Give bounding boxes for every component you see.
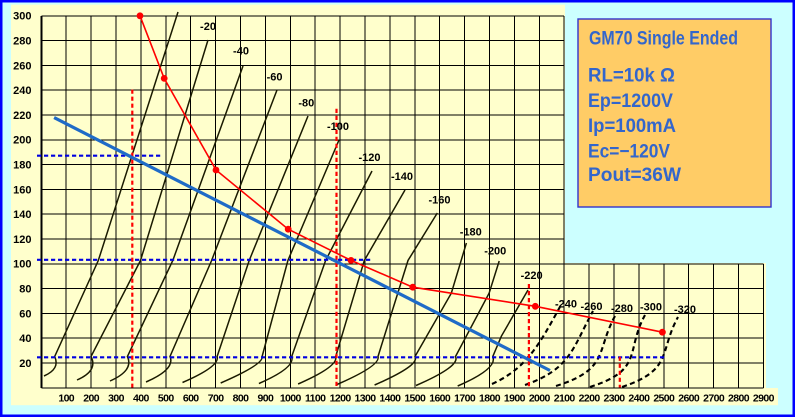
svg-text:200: 200	[83, 392, 99, 404]
svg-text:-20: -20	[200, 21, 216, 33]
svg-text:-240: -240	[555, 298, 577, 310]
svg-text:-220: -220	[521, 270, 543, 282]
svg-text:1500: 1500	[404, 392, 426, 404]
svg-text:RL=10k Ω: RL=10k Ω	[588, 66, 675, 87]
svg-text:80: 80	[19, 284, 31, 296]
svg-text:-100: -100	[327, 121, 349, 133]
svg-text:700: 700	[208, 392, 224, 404]
svg-text:600: 600	[183, 392, 199, 404]
svg-text:-320: -320	[674, 304, 696, 316]
svg-text:-120: -120	[358, 152, 380, 164]
svg-text:Ip=100mA: Ip=100mA	[588, 116, 676, 137]
svg-text:1400: 1400	[379, 392, 401, 404]
svg-text:Pout=36W: Pout=36W	[588, 165, 681, 186]
svg-text:-160: -160	[428, 195, 450, 207]
svg-text:-300: -300	[640, 301, 662, 313]
svg-text:1200: 1200	[330, 392, 352, 404]
svg-text:-180: -180	[460, 226, 482, 238]
svg-text:1700: 1700	[454, 392, 476, 404]
svg-text:1900: 1900	[504, 392, 526, 404]
svg-text:2800: 2800	[728, 392, 750, 404]
svg-text:200: 200	[13, 135, 31, 147]
svg-text:220: 220	[13, 110, 31, 122]
svg-text:900: 900	[258, 392, 274, 404]
svg-text:20: 20	[19, 358, 31, 370]
svg-text:140: 140	[13, 209, 31, 221]
svg-text:-40: -40	[233, 45, 249, 57]
svg-text:300: 300	[13, 11, 31, 23]
svg-text:2900: 2900	[753, 392, 775, 404]
svg-text:Ec=−120V: Ec=−120V	[588, 141, 670, 162]
svg-text:100: 100	[58, 392, 74, 404]
svg-text:2200: 2200	[579, 392, 601, 404]
svg-text:800: 800	[233, 392, 249, 404]
svg-text:400: 400	[133, 392, 149, 404]
svg-text:300: 300	[108, 392, 124, 404]
svg-text:260: 260	[13, 60, 31, 72]
svg-text:GM70 Single Ended: GM70 Single Ended	[589, 29, 738, 50]
svg-text:2300: 2300	[604, 392, 626, 404]
svg-text:100: 100	[13, 259, 31, 271]
svg-text:160: 160	[13, 184, 31, 196]
svg-text:-260: -260	[580, 301, 602, 313]
svg-text:240: 240	[13, 85, 31, 97]
svg-text:280: 280	[13, 36, 31, 48]
svg-text:500: 500	[158, 392, 174, 404]
svg-text:2000: 2000	[529, 392, 551, 404]
svg-text:120: 120	[13, 234, 31, 246]
svg-text:1100: 1100	[305, 392, 326, 404]
svg-text:2100: 2100	[554, 392, 576, 404]
svg-text:-80: -80	[298, 98, 314, 110]
svg-text:-60: -60	[267, 71, 283, 83]
svg-text:2700: 2700	[703, 392, 725, 404]
svg-text:Ep=1200V: Ep=1200V	[588, 91, 673, 112]
svg-text:-140: -140	[391, 171, 413, 183]
svg-text:2600: 2600	[678, 392, 700, 404]
svg-text:1000: 1000	[280, 392, 302, 404]
svg-text:1800: 1800	[479, 392, 501, 404]
svg-text:-280: -280	[611, 303, 633, 315]
svg-text:180: 180	[13, 160, 31, 172]
svg-text:1600: 1600	[429, 392, 451, 404]
svg-text:40: 40	[19, 333, 31, 345]
svg-text:-200: -200	[484, 246, 506, 258]
svg-text:2500: 2500	[653, 392, 675, 404]
svg-text:60: 60	[19, 308, 31, 320]
svg-text:2400: 2400	[628, 392, 650, 404]
svg-text:1300: 1300	[355, 392, 377, 404]
